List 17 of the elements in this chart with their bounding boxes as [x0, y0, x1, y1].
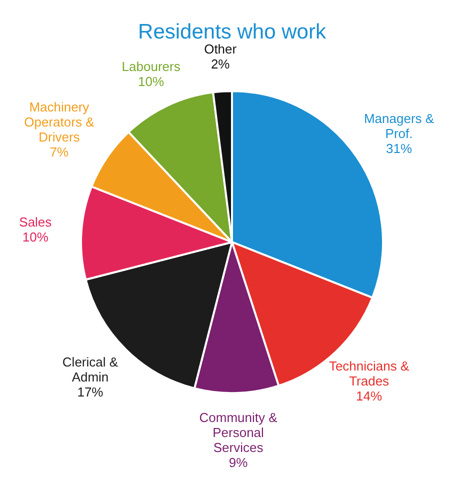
data-label: 9% [228, 455, 248, 470]
data-label: 17% [77, 384, 104, 400]
data-label: 31% [386, 140, 412, 156]
data-label: 10% [22, 230, 49, 245]
slice-label: Sales [19, 214, 52, 230]
slice-label: Community & Personal Services [199, 410, 278, 456]
slice-label: Managers & Prof. [364, 110, 434, 141]
data-label: 10% [138, 74, 164, 89]
slice-label: Clerical & Admin [62, 354, 118, 384]
data-label: 2% [210, 56, 230, 72]
data-label: 7% [50, 144, 70, 160]
slice-label: Machinery Operators & Drivers [24, 99, 95, 144]
slice-label: Labourers [122, 58, 181, 74]
slice-label: Other [204, 42, 238, 57]
chart-title: Residents who work [138, 20, 326, 44]
data-label: 14% [356, 388, 382, 404]
slice-label: Technicians & Trades [328, 358, 410, 389]
